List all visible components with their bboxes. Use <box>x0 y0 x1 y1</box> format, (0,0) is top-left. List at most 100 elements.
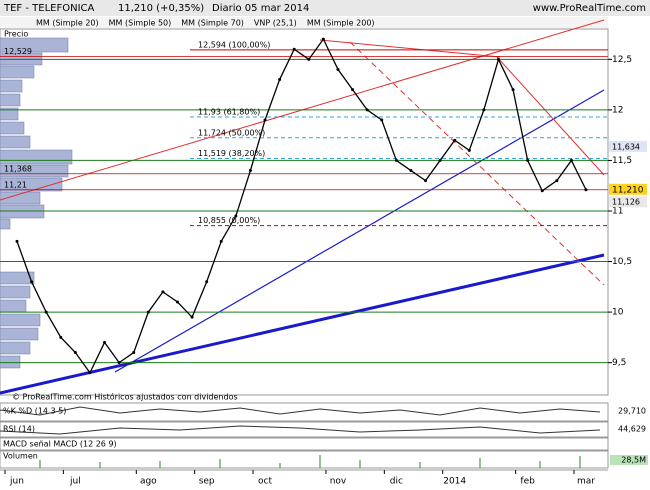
profile-label: 11,21 <box>4 180 27 189</box>
price-point <box>190 315 194 319</box>
price-point <box>59 335 63 339</box>
legend-item: MM (Simple 50) <box>109 19 172 28</box>
fib-label: 11,724 (50,00%) <box>198 128 265 137</box>
site: www.ProRealTime.com <box>533 3 646 14</box>
price-point <box>351 88 355 92</box>
price-badge <box>609 140 647 152</box>
price-point <box>569 158 573 162</box>
y-tick-label: 12,5 <box>612 55 632 65</box>
x-tick-label: dic <box>390 477 403 487</box>
fib-label: 11,519 (38,20%) <box>198 149 265 158</box>
price-point <box>278 78 282 82</box>
legend-item: VNP (25,1) <box>254 19 297 28</box>
legend-bar <box>0 17 608 28</box>
legend: MM (Simple 20) MM (Simple 50) MM (Simple 7… <box>36 19 375 28</box>
volume-profile <box>0 37 73 369</box>
price-point <box>555 179 559 183</box>
rsi-line <box>0 425 601 435</box>
price-badge <box>609 183 647 195</box>
y-tick-label: 9,5 <box>612 358 626 368</box>
price-point <box>482 108 486 112</box>
x-tick-label: oct <box>258 477 272 487</box>
profile-label: 12,529 <box>4 47 32 56</box>
rsi-frame <box>0 421 609 438</box>
macd-frame <box>0 437 609 451</box>
price-point <box>321 37 325 41</box>
macd-label: MACD señal MACD (12 26 9) <box>3 440 117 449</box>
main-panel: 9,5 10 10,5 11 11,5 12 12,5 12,594 (100,00%) 11,… <box>0 37 647 375</box>
legend-item: MM (Simple 200) <box>307 19 375 28</box>
header-bar <box>0 0 650 16</box>
price-point <box>540 189 544 193</box>
footnote: © ProRealTime.com Históricos ajustados c… <box>12 392 238 402</box>
price-point <box>307 57 311 61</box>
price-point <box>380 118 384 122</box>
y-tick-label: 10,5 <box>612 257 632 267</box>
profile-label: 11,368 <box>4 164 32 173</box>
price-point <box>103 340 107 344</box>
badge-label: 11,210 <box>612 185 644 195</box>
volume-frame <box>0 450 609 469</box>
x-tick-label: nov <box>330 477 347 487</box>
price-point <box>496 57 500 61</box>
price-line <box>16 37 587 375</box>
rsi-label: RSI (14) <box>3 425 35 434</box>
y-tick-label: 12 <box>612 105 623 115</box>
price-point <box>161 290 165 294</box>
price-point <box>219 239 223 243</box>
price-point <box>73 351 77 355</box>
main-frame <box>0 28 609 396</box>
x-axis: jun jul ago sep oct nov dic 2014 feb mar <box>0 469 608 487</box>
x-tick-label: jun <box>9 477 24 487</box>
badge-label: 11,126 <box>612 198 640 207</box>
x-tick-label: mar <box>577 477 595 487</box>
price-point <box>453 138 457 142</box>
price-point <box>424 179 428 183</box>
legend-item: MM (Simple 20) <box>36 19 99 28</box>
x-tick-label: feb <box>520 477 535 487</box>
x-tick-label: 2014 <box>443 477 466 487</box>
price-point <box>30 280 34 284</box>
legend-item: MM (Simple 70) <box>181 19 244 28</box>
price-point <box>292 47 296 51</box>
stoch-value: 29,710 <box>618 407 646 416</box>
price-point <box>234 214 238 218</box>
price-point <box>117 361 121 365</box>
price-point <box>263 118 267 122</box>
rsi-value: 44,629 <box>618 425 646 434</box>
price-point <box>526 158 530 162</box>
x-tick-label: jul <box>69 477 81 487</box>
price-point <box>248 169 252 173</box>
stoch-frame <box>0 402 609 422</box>
price-point <box>467 148 471 152</box>
volume-label: Volumen <box>3 452 38 461</box>
fib-label: 11,93 (61,80%) <box>198 107 260 116</box>
badge-label: 11,634 <box>612 142 640 151</box>
fib-label: 10,855 (0,00%) <box>198 216 260 225</box>
price-point <box>175 300 179 304</box>
y-tick-label: 11,5 <box>612 156 632 166</box>
price-badge <box>609 196 647 208</box>
price-point <box>15 239 19 243</box>
price-point <box>205 280 209 284</box>
volume-value: 28,5M <box>621 456 646 465</box>
volume-bars <box>39 455 581 468</box>
price-point <box>584 188 588 192</box>
stoch-line <box>0 406 601 416</box>
price-point <box>146 310 150 314</box>
price-point <box>88 371 92 375</box>
y-tick-label: 11 <box>612 206 623 216</box>
instrument: TEF - TELEFONICA <box>3 3 94 14</box>
price-point <box>511 88 515 92</box>
price-point <box>409 169 413 173</box>
volume-badge <box>610 455 648 465</box>
fib-label: 12,594 (100,00%) <box>198 40 270 49</box>
x-tick-label: sep <box>199 477 215 487</box>
last-price: 11,210 (+0,35%) <box>118 3 204 14</box>
price-point <box>394 158 398 162</box>
stoch-label: %K %D (14 3 5) <box>3 407 66 416</box>
price-point <box>438 158 442 162</box>
price-point <box>132 351 136 355</box>
